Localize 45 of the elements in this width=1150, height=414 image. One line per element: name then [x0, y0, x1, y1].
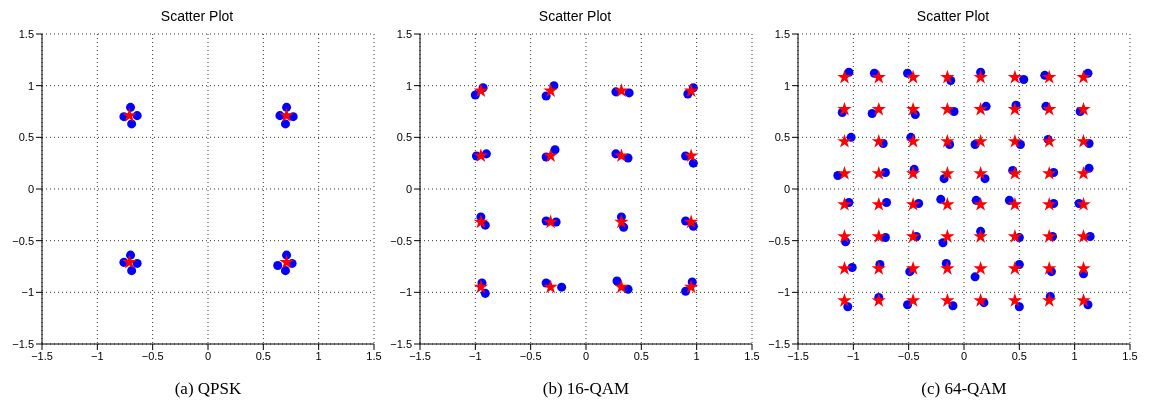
y-tick-label: 1.5	[18, 27, 34, 40]
y-tick-label: −1.5	[12, 337, 34, 350]
x-tick-label: −1	[469, 349, 482, 362]
x-tick-label: −0.5	[141, 349, 164, 362]
y-tick-label: 1	[27, 79, 34, 92]
x-tick-label: 0	[582, 349, 590, 362]
chart-title: Scatter Plot	[915, 8, 991, 26]
x-tick-label: 0	[204, 349, 212, 362]
y-tick-label: 0	[27, 182, 34, 195]
y-tick-label: −0.5	[768, 234, 790, 247]
x-tick-label: 0.5	[633, 349, 649, 362]
x-tick-label: 0	[960, 349, 968, 362]
x-tick-label: −0.5	[519, 349, 542, 362]
x-axis-title: (b) 16-QAM	[542, 379, 630, 398]
chart-title: Scatter Plot	[537, 8, 613, 26]
y-tick-label: 1	[405, 79, 412, 92]
x-tick-label: 0.5	[1011, 349, 1027, 362]
x-tick-label: 0.5	[255, 349, 271, 362]
y-tick-label: −1.5	[390, 337, 412, 350]
y-tick-label: 0	[405, 182, 412, 195]
y-tick-label: 0.5	[774, 131, 790, 144]
chart-title: Scatter Plot	[159, 8, 235, 26]
y-tick-label: 1.5	[774, 27, 790, 40]
y-tick-label: −0.5	[12, 234, 34, 247]
y-tick-label: −1	[21, 286, 34, 299]
y-tick-label: 1.5	[396, 27, 412, 40]
x-tick-label: −0.5	[897, 349, 920, 362]
x-tick-label: 1	[1071, 349, 1078, 362]
y-tick-label: 0	[783, 182, 790, 195]
y-tick-label: −1	[777, 286, 790, 299]
y-tick-label: 0.5	[18, 131, 34, 144]
x-tick-label: 1.5	[744, 349, 760, 362]
y-tick-label: 1	[783, 79, 790, 92]
x-tick-label: −1	[91, 349, 104, 362]
x-axis-title: (a) QPSK	[174, 379, 243, 398]
x-tick-label: 1.5	[1122, 349, 1138, 362]
y-tick-label: −0.5	[390, 234, 412, 247]
x-tick-label: −1	[847, 349, 860, 362]
x-axis-title: (c) 64-QAM	[921, 379, 1007, 398]
x-tick-label: 1	[315, 349, 322, 362]
y-tick-label: −1	[399, 286, 412, 299]
x-tick-label: 1	[693, 349, 700, 362]
x-tick-label: 1.5	[366, 349, 382, 362]
y-tick-label: −1.5	[768, 337, 790, 350]
y-tick-label: 0.5	[396, 131, 412, 144]
